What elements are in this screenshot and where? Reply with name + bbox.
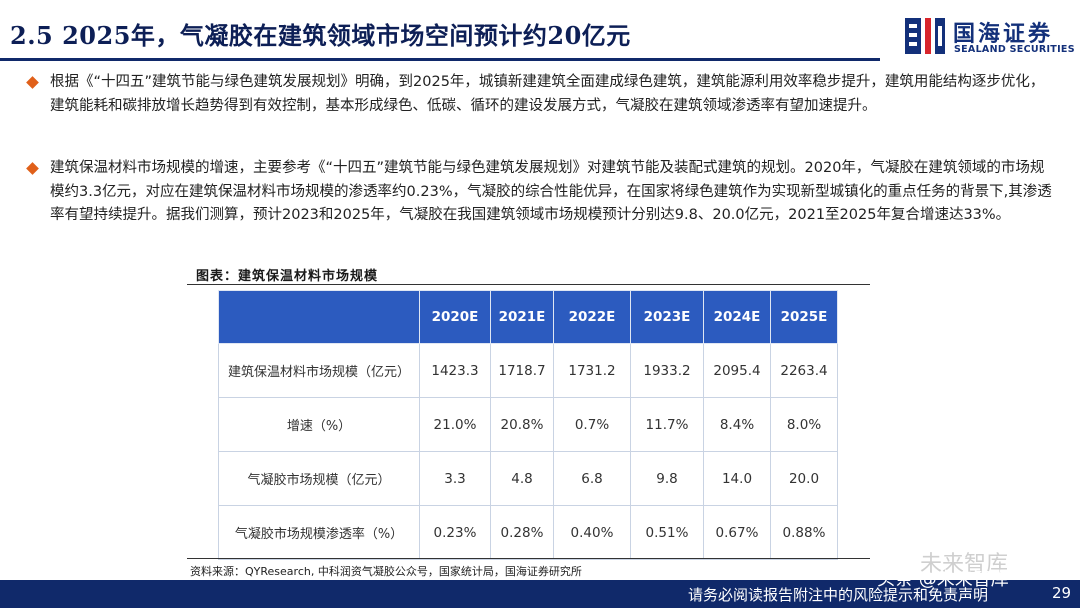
table-cell: 20.8% [490,397,554,452]
table-cell: 11.7% [630,397,704,452]
table-cell: 0.40% [553,505,631,560]
table-cell: 9.8 [630,451,704,506]
column-header: 2023E [630,290,704,344]
bullet-text: 建筑保温材料市场规模的增速，主要参考《“十四五”建筑节能与绿色建筑发展规划》对建… [50,160,1052,223]
table-cell: 1731.2 [553,343,631,398]
column-header: 2025E [770,290,838,344]
row-label: 建筑保温材料市场规模（亿元） [218,343,420,398]
table-cell: 4.8 [490,451,554,506]
logo-chinese-name: 国海证券 [953,22,1054,47]
table-row: 气凝胶市场规模渗透率（%） 0.23% 0.28% 0.40% 0.51% 0.… [218,505,838,560]
page-title: 2.5 2025年，气凝胶在建筑领域市场空间预计约20亿元 [10,21,631,50]
column-header: 2024E [703,290,771,344]
footer-bar [0,580,1080,608]
table-cell: 0.88% [770,505,838,560]
data-source-note: 资料来源：QYResearch, 中科润资气凝胶公众号，国家统计局，国海证券研究… [190,565,582,578]
table-cell: 1718.7 [490,343,554,398]
table-cell: 8.0% [770,397,838,452]
column-header: 2021E [490,290,554,344]
table-cell: 6.8 [553,451,631,506]
watermark-text: 未来智库 [920,552,1009,577]
table-row: 建筑保温材料市场规模（亿元） 1423.3 1718.7 1731.2 1933… [218,343,838,398]
figure-top-rule [187,284,870,285]
diamond-bullet-icon [26,76,39,89]
table-cell: 0.51% [630,505,704,560]
table-cell: 20.0 [770,451,838,506]
table-cell: 0.7% [553,397,631,452]
figure-bottom-rule [187,558,870,559]
footer-disclaimer: 请务必阅读报告附注中的风险提示和免责声明 [688,586,989,604]
table-cell: 0.67% [703,505,771,560]
table-corner-cell [218,290,420,344]
table-cell: 1423.3 [419,343,491,398]
table-cell: 0.23% [419,505,491,560]
figure-title: 图表：建筑保温材料市场规模 [196,269,379,284]
column-header: 2020E [419,290,491,344]
table-header-row: 2020E 2021E 2022E 2023E 2024E 2025E [218,290,838,344]
table-cell: 1933.2 [630,343,704,398]
bullet-text: 根据《“十四五”建筑节能与绿色建筑发展规划》明确，到2025年，城镇新建建筑全面… [50,74,1045,114]
table-row: 气凝胶市场规模（亿元） 3.3 4.8 6.8 9.8 14.0 20.0 [218,451,838,506]
table-cell: 2095.4 [703,343,771,398]
diamond-bullet-icon [26,162,39,175]
company-logo: 国海证券 SEALAND SECURITIES [903,14,1075,60]
row-label: 增速（%） [218,397,420,452]
market-size-table: 2020E 2021E 2022E 2023E 2024E 2025E 建筑保温… [218,290,838,560]
table-row: 增速（%） 21.0% 20.8% 0.7% 11.7% 8.4% 8.0% [218,397,838,452]
bullet-paragraph: 根据《“十四五”建筑节能与绿色建筑发展规划》明确，到2025年，城镇新建建筑全面… [26,71,1058,118]
table-cell: 2263.4 [770,343,838,398]
table-cell: 14.0 [703,451,771,506]
page-number: 29 [1052,584,1072,602]
watermark-caption: 头条 @未来智库 [877,569,1009,590]
bullet-paragraph: 建筑保温材料市场规模的增速，主要参考《“十四五”建筑节能与绿色建筑发展规划》对建… [26,157,1058,228]
title-divider [0,58,880,61]
logo-english-name: SEALAND SECURITIES [954,44,1075,55]
sealand-logo-icon [905,18,945,54]
column-header: 2022E [553,290,631,344]
table-cell: 8.4% [703,397,771,452]
table-cell: 0.28% [490,505,554,560]
table-cell: 21.0% [419,397,491,452]
row-label: 气凝胶市场规模渗透率（%） [218,505,420,560]
table-cell: 3.3 [419,451,491,506]
row-label: 气凝胶市场规模（亿元） [218,451,420,506]
